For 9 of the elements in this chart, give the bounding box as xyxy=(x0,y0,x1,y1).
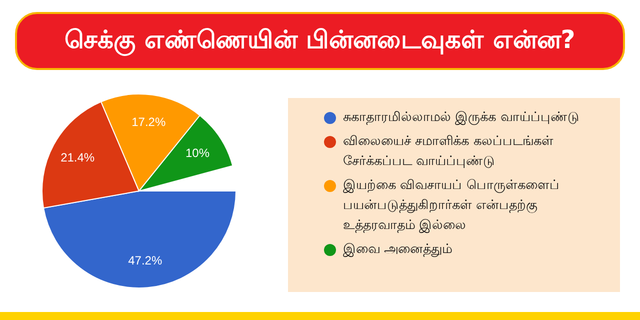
data-label: 17.2% xyxy=(132,114,166,129)
chart-title: செக்கு எண்ணெயின் பின்னடைவுகள் என்ன? xyxy=(15,12,625,70)
data-label: 21.4% xyxy=(60,150,95,165)
data-label: 10% xyxy=(185,146,210,160)
legend-label: விலையைச் சமாளிக்க கலப்படங்கள் சேர்க்கப்பட வாய்ப்புண்டு xyxy=(343,133,554,171)
legend-label: இவை அனைத்தும் xyxy=(343,241,452,259)
legend-label: இயற்கை விவசாயப் பொருள்களைப் பயன்படுத்துகிறார்கள் என்பதற்கு உத்தரவாதம் இல்லை xyxy=(343,177,560,235)
data-label: 47.2% xyxy=(128,254,162,268)
legend-label: சுகாதாரமில்லாமல் இருக்க வாய்ப்புண்டு xyxy=(343,109,580,127)
